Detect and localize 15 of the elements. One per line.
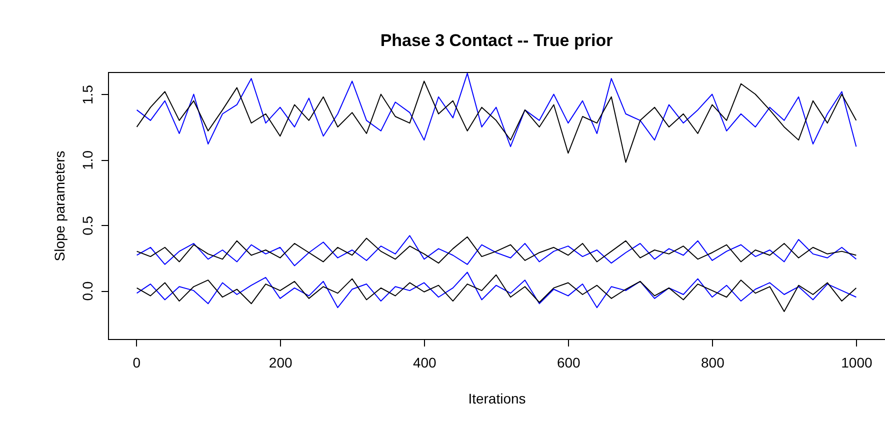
line-series xyxy=(136,72,857,148)
y-tick-label: 0.5 xyxy=(80,216,96,236)
x-tick-label: 800 xyxy=(700,354,725,370)
x-tick-label: 1000 xyxy=(841,354,872,370)
x-axis-title: Iterations xyxy=(468,390,526,406)
line-series xyxy=(136,80,857,163)
y-tick-label: 1.5 xyxy=(80,84,96,104)
y-tick-label: 1.0 xyxy=(80,150,96,170)
y-tick-label: 0.0 xyxy=(80,281,96,301)
x-tick-label: 600 xyxy=(556,354,581,370)
x-tick-label: 400 xyxy=(412,354,437,370)
y-axis-title: Slope parameters xyxy=(52,150,68,262)
x-tick-label: 0 xyxy=(132,354,141,370)
x-tick-label: 200 xyxy=(268,354,292,370)
chart-title: Phase 3 Contact -- True prior xyxy=(380,31,614,50)
